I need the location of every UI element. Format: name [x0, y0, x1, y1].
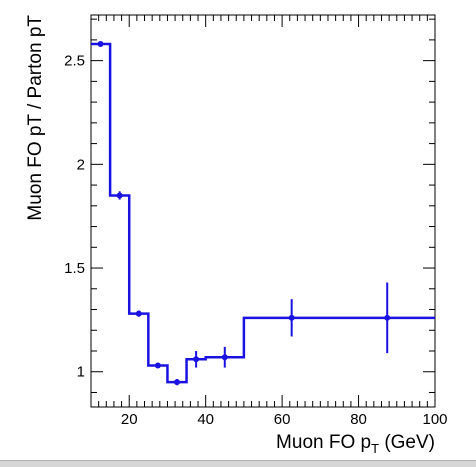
- data-point: [97, 41, 104, 48]
- x-tick-label: 20: [121, 411, 138, 428]
- y-tick-label: 1.5: [64, 260, 85, 277]
- data-point: [288, 314, 295, 321]
- y-tick-labels: 1 1.5 2 2.5: [64, 53, 85, 381]
- y-tick-label: 1: [77, 364, 85, 381]
- window-bottom-edge: [0, 460, 476, 467]
- x-tick-label: 60: [274, 411, 291, 428]
- data-point: [135, 310, 142, 317]
- data-point: [174, 379, 180, 386]
- data-series: [91, 41, 435, 386]
- x-tick-label: 100: [422, 411, 447, 428]
- histogram-line: [91, 42, 435, 384]
- x-tick-label: 40: [197, 411, 214, 428]
- y-tick-label: 2: [77, 156, 85, 173]
- data-point: [193, 356, 200, 363]
- x-tick-label: 80: [350, 411, 367, 428]
- data-point: [221, 354, 228, 361]
- x-tick-labels: 20 40 60 80 100: [121, 411, 448, 428]
- y-tick-label: 2.5: [64, 53, 85, 70]
- x-axis-title: Muon FO pT (GeV): [276, 432, 435, 456]
- data-point: [154, 362, 161, 369]
- axis-ticks: [91, 15, 435, 407]
- data-point: [384, 314, 391, 321]
- y-axis-title: Muon FO pT / Parton pT: [25, 15, 46, 221]
- data-point: [116, 192, 123, 199]
- plot-frame: [90, 14, 436, 408]
